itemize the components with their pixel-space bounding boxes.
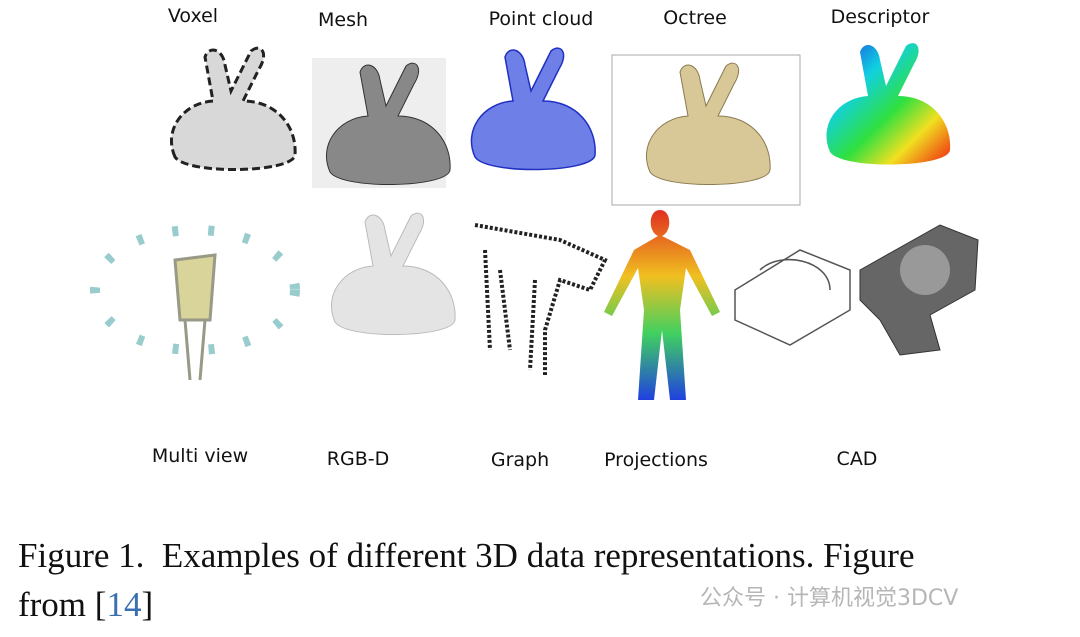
watermark: 公众号 · 计算机视觉3DCV xyxy=(700,586,959,611)
descriptor-bunny xyxy=(826,43,951,165)
citation-link[interactable]: 14 xyxy=(106,585,142,624)
representation-label: CAD xyxy=(837,448,878,470)
labels: Voxel Mesh Point cloud Octree Descriptor Mult… xyxy=(152,5,930,471)
representation-label: Octree xyxy=(663,7,727,29)
representation-label: Mesh xyxy=(318,9,368,31)
cad-wireframe xyxy=(734,249,851,346)
projection-body xyxy=(604,210,720,400)
representation-label: Voxel xyxy=(168,5,218,27)
octree-bunny xyxy=(645,62,771,186)
representation-label: Descriptor xyxy=(831,6,930,28)
caption-line-1: Figure 1. Examples of different 3D data … xyxy=(18,536,914,576)
octree-box xyxy=(611,54,801,206)
cad-hole xyxy=(900,245,950,295)
caption-label: Figure 1. xyxy=(18,536,145,575)
representation-label: Projections xyxy=(604,449,708,471)
representation-label: Multi view xyxy=(152,445,248,467)
pointcloud-bunny xyxy=(470,47,596,171)
representation-label: Point cloud xyxy=(489,8,594,30)
citation-close: ] xyxy=(141,585,154,624)
graph-horse xyxy=(474,223,608,375)
voxel-bunny xyxy=(169,46,297,172)
caption-line-2: from [14] xyxy=(18,585,153,625)
citation-open: [ xyxy=(94,585,107,624)
caption-text: from xyxy=(18,585,87,624)
representation-label: RGB-D xyxy=(327,448,389,470)
representation-label: Graph xyxy=(491,449,549,471)
camera-ring xyxy=(90,225,300,355)
chair xyxy=(173,253,217,381)
caption-text: Examples of different 3D data representa… xyxy=(161,536,915,575)
rgbd-bunny xyxy=(330,212,456,336)
figure-art: Voxel Mesh Point cloud Octree Descriptor Mult… xyxy=(90,5,979,471)
